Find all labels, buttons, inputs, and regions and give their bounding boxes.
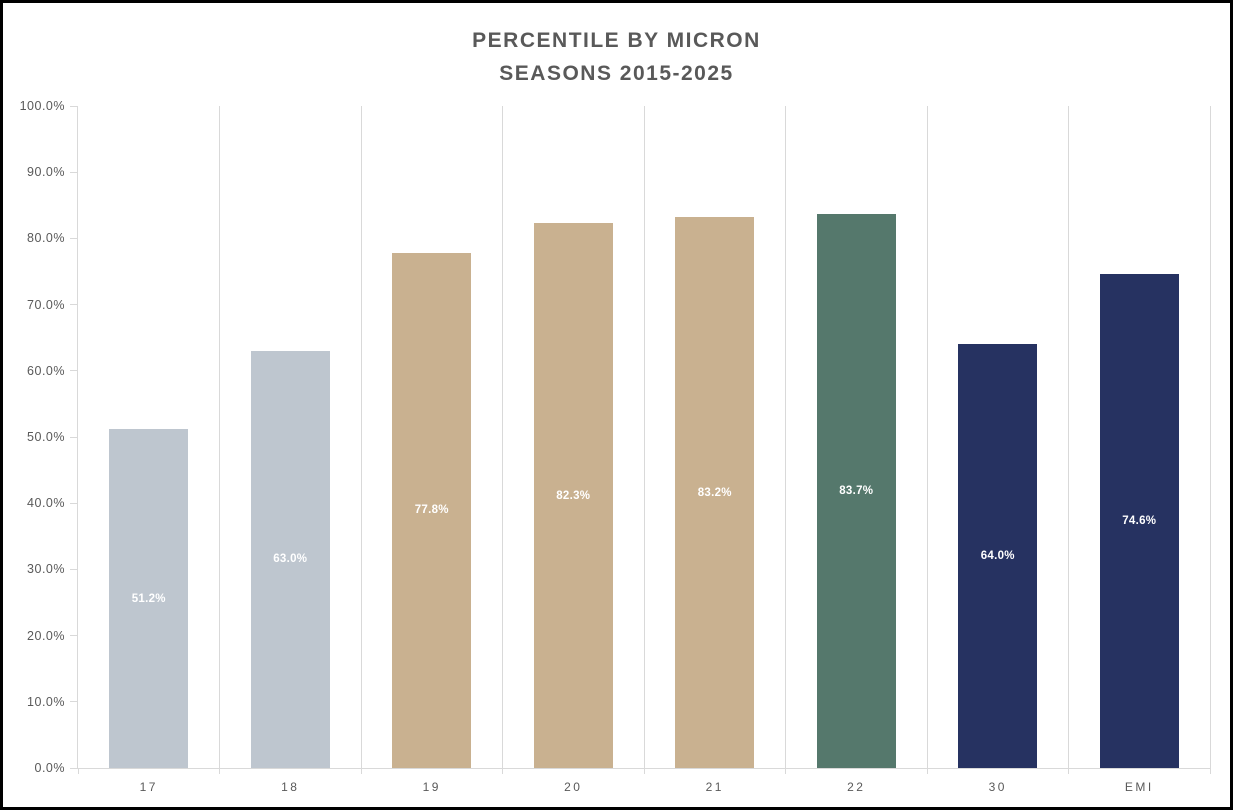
- y-axis-tick: [70, 568, 77, 570]
- bar-17: 51.2%: [109, 429, 189, 768]
- x-category-label: 19: [422, 780, 441, 794]
- bar-21: 83.2%: [675, 217, 755, 768]
- bar-EMI: 74.6%: [1099, 274, 1179, 768]
- chart-title-line1: PERCENTILE BY MICRON: [472, 29, 761, 52]
- x-axis-tick: [502, 768, 503, 774]
- bar-value-label: 64.0%: [980, 550, 1015, 563]
- bar-22: 83.7%: [816, 213, 896, 768]
- bar-value-label: 82.3%: [556, 489, 591, 502]
- bar-value-label: 51.2%: [131, 592, 166, 605]
- plot-area: 100.0% 90.0% 80.0% 70.0% 60.0% 50.0% 40.0% 30.0…: [20, 99, 1211, 794]
- y-axis-tick: [70, 304, 77, 306]
- x-category-label: 21: [705, 780, 724, 794]
- x-axis-tick: [360, 768, 362, 774]
- y-tick-label: 90.0%: [27, 165, 65, 180]
- gridline: [926, 106, 928, 768]
- x-axis-tick: [1209, 768, 1211, 774]
- y-tick-label: 60.0%: [27, 363, 65, 378]
- bar-20: 82.3%: [533, 223, 613, 768]
- bar-value-label: 83.2%: [697, 486, 732, 499]
- gridline: [785, 106, 786, 768]
- gridline: [1068, 106, 1069, 768]
- x-category-label: 17: [139, 780, 158, 794]
- y-axis-tick: [70, 237, 77, 239]
- x-axis-tick: [1068, 768, 1069, 774]
- y-axis-tick: [70, 502, 77, 504]
- x-category-label: 22: [847, 780, 866, 794]
- x-category-label: 30: [988, 780, 1007, 794]
- y-tick-label: 0.0%: [34, 761, 65, 775]
- y-tick-label: 30.0%: [27, 562, 65, 577]
- y-tick-label: 70.0%: [27, 297, 65, 312]
- y-axis-tick: [70, 635, 77, 637]
- gridline: [502, 106, 503, 768]
- x-category-label: EMI: [1124, 780, 1154, 794]
- bar-18: 63.0%: [250, 350, 330, 768]
- y-tick-label: 80.0%: [27, 231, 65, 246]
- bar-value-label: 74.6%: [1122, 515, 1157, 528]
- bar-19: 77.8%: [392, 252, 472, 768]
- y-axis-tick: [70, 436, 77, 438]
- chart-title-line2: SEASONS 2015-2025: [499, 62, 734, 85]
- y-tick-label: 10.0%: [27, 694, 65, 709]
- bar-value-label: 77.8%: [414, 504, 449, 517]
- y-axis-tick: [70, 701, 77, 703]
- y-tick-label: 40.0%: [27, 496, 65, 511]
- chart-title: PERCENTILE BY MICRON SEASONS 2015-2025: [3, 24, 1230, 90]
- x-axis-tick: [219, 768, 220, 774]
- x-axis-tick: [77, 768, 79, 774]
- gridline: [1209, 106, 1211, 768]
- x-axis-tick: [643, 768, 645, 774]
- y-tick-label: 50.0%: [27, 430, 65, 444]
- bar-value-label: 83.7%: [839, 484, 874, 497]
- bar-30: 64.0%: [958, 344, 1038, 768]
- y-axis-tick: [70, 767, 77, 769]
- y-axis-tick: [70, 370, 77, 372]
- y-axis-tick: [70, 171, 77, 173]
- x-axis-tick: [926, 768, 928, 774]
- y-tick-label: 20.0%: [27, 628, 65, 643]
- x-category-label: 18: [281, 780, 300, 794]
- x-category-label: 20: [564, 780, 583, 794]
- x-axis-tick: [785, 768, 786, 774]
- bar-value-label: 63.0%: [273, 553, 308, 566]
- y-axis-line: [77, 106, 78, 768]
- gridline: [360, 106, 362, 768]
- gridline: [643, 106, 645, 768]
- y-axis-tick: [70, 105, 77, 107]
- gridline: [219, 106, 220, 768]
- y-tick-label: 100.0%: [19, 99, 65, 113]
